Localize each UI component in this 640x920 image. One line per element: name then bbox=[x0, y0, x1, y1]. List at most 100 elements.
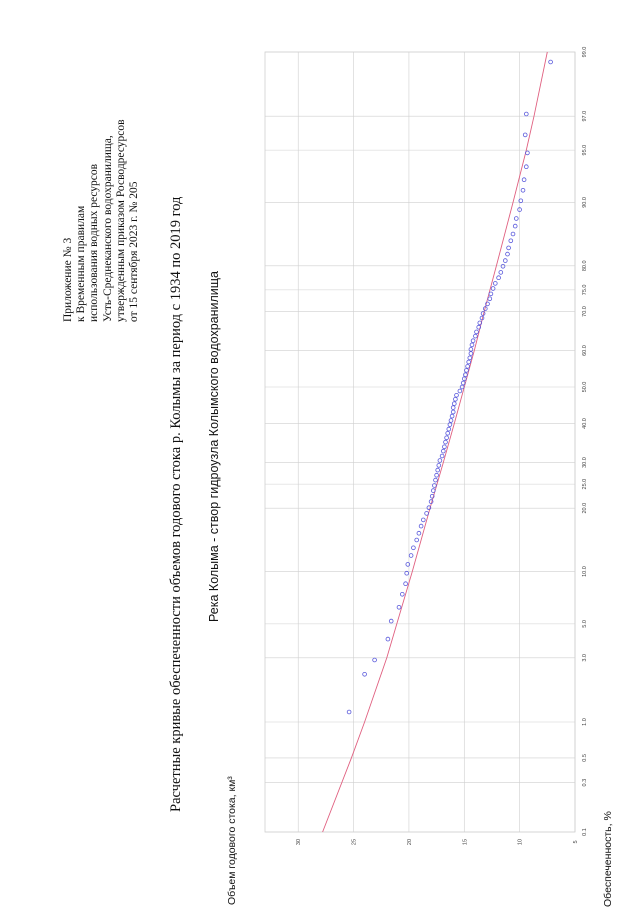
data-point bbox=[521, 177, 527, 183]
data-point bbox=[418, 523, 424, 529]
data-point bbox=[424, 511, 429, 516]
data-point bbox=[487, 296, 493, 302]
data-point bbox=[500, 263, 506, 269]
data-point bbox=[433, 477, 438, 483]
data-point bbox=[447, 422, 453, 427]
x-tick-label: 40.0 bbox=[582, 418, 588, 429]
data-point bbox=[520, 188, 526, 193]
data-point bbox=[517, 207, 522, 212]
data-point bbox=[506, 245, 511, 251]
x-tick-label: 90.0 bbox=[582, 197, 588, 208]
data-point bbox=[404, 570, 410, 576]
data-point bbox=[346, 709, 352, 715]
data-point bbox=[548, 59, 553, 65]
data-point bbox=[414, 537, 420, 543]
data-point bbox=[512, 223, 518, 229]
x-tick-label: 25.0 bbox=[582, 479, 588, 490]
x-tick-label: 70.0 bbox=[582, 306, 588, 317]
data-point bbox=[490, 286, 496, 291]
data-point bbox=[508, 238, 514, 244]
y-tick-label: 15 bbox=[462, 839, 468, 845]
data-point bbox=[435, 467, 441, 473]
data-point bbox=[396, 604, 402, 610]
data-point bbox=[465, 364, 470, 369]
data-point bbox=[477, 320, 483, 326]
data-point bbox=[443, 439, 448, 445]
data-point bbox=[473, 333, 478, 339]
data-point bbox=[385, 636, 391, 642]
x-tick-label: 0.3 bbox=[582, 779, 588, 787]
data-point bbox=[488, 291, 494, 297]
data-point bbox=[460, 380, 466, 386]
x-tick-label: 97.0 bbox=[582, 111, 588, 122]
data-point bbox=[480, 311, 486, 316]
data-point bbox=[522, 132, 528, 138]
x-tick-label: 30.0 bbox=[582, 457, 588, 468]
data-point bbox=[496, 275, 501, 281]
data-point bbox=[428, 499, 434, 504]
data-point bbox=[523, 164, 529, 170]
x-tick-label: 0.1 bbox=[582, 828, 588, 836]
data-point bbox=[445, 430, 451, 436]
y-tick-label: 10 bbox=[518, 839, 524, 845]
data-point bbox=[432, 483, 437, 488]
data-points bbox=[346, 59, 553, 715]
x-tick-label: 10.0 bbox=[582, 566, 588, 577]
data-point bbox=[518, 198, 524, 204]
data-point bbox=[454, 392, 459, 398]
data-point bbox=[429, 493, 435, 499]
x-tick-label: 50.0 bbox=[582, 382, 588, 393]
x-tick-label: 99.0 bbox=[582, 47, 588, 58]
x-tick-label: 1.0 bbox=[582, 718, 588, 726]
x-ticks: 0.1 0.3 0.5 1.0 3.0 5.0 10.0 20.0 25.0 30.0 40.0 50… bbox=[582, 47, 588, 836]
data-point bbox=[362, 671, 367, 677]
y-ticks: 30 25 20 15 10 5 bbox=[296, 839, 579, 845]
data-point bbox=[469, 342, 475, 348]
data-point bbox=[411, 545, 416, 551]
y-tick-label: 25 bbox=[352, 839, 358, 845]
data-point bbox=[372, 657, 377, 663]
data-point bbox=[439, 453, 445, 459]
data-point bbox=[523, 111, 529, 117]
data-point bbox=[466, 359, 472, 365]
y-tick-label: 20 bbox=[407, 839, 413, 845]
data-point bbox=[446, 426, 452, 432]
data-point bbox=[408, 553, 414, 558]
data-point bbox=[416, 530, 422, 536]
data-point bbox=[444, 435, 449, 441]
plot-frame bbox=[264, 51, 576, 833]
x-tick-label: 0.5 bbox=[582, 754, 588, 762]
fitted-curve bbox=[322, 51, 548, 833]
data-point bbox=[451, 401, 457, 406]
data-point bbox=[449, 413, 455, 419]
data-point bbox=[434, 472, 439, 478]
data-point bbox=[463, 372, 468, 378]
data-point bbox=[513, 216, 519, 221]
data-point bbox=[403, 581, 408, 586]
x-tick-label: 80.0 bbox=[582, 260, 588, 271]
x-tick-label: 3.0 bbox=[582, 654, 588, 662]
data-point bbox=[437, 458, 443, 463]
data-point bbox=[420, 517, 426, 523]
data-point bbox=[474, 329, 479, 335]
data-point bbox=[426, 505, 432, 511]
x-tick-label: 60.0 bbox=[582, 345, 588, 356]
data-point bbox=[468, 347, 474, 352]
x-tick-label: 95.0 bbox=[582, 145, 588, 156]
grid-lines bbox=[264, 51, 576, 833]
x-tick-label: 5.0 bbox=[582, 620, 588, 628]
data-point bbox=[485, 301, 490, 307]
data-point bbox=[502, 258, 508, 263]
data-point bbox=[492, 281, 498, 286]
data-point bbox=[498, 270, 504, 275]
y-tick-label: 30 bbox=[296, 839, 302, 845]
data-point bbox=[405, 562, 411, 567]
data-point bbox=[468, 351, 474, 356]
data-point bbox=[450, 405, 456, 410]
data-point bbox=[457, 388, 463, 394]
data-point bbox=[510, 231, 516, 237]
data-point bbox=[436, 463, 442, 468]
data-point bbox=[459, 384, 465, 390]
data-point bbox=[399, 591, 405, 597]
